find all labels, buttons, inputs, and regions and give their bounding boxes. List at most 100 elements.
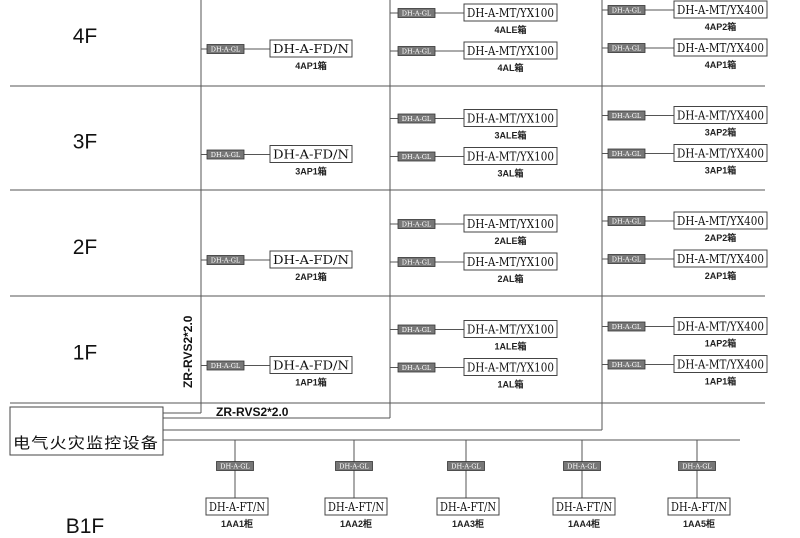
device-box: [463, 214, 558, 233]
device-name: 1AP2箱: [705, 338, 737, 349]
device-box: [269, 39, 353, 58]
device-name: 1AA5柜: [683, 518, 715, 529]
current-sensor-label: DH-A-GL: [402, 326, 432, 334]
device-box: [673, 355, 768, 373]
device-model: DH-A-MT/YX100: [467, 6, 554, 20]
current-sensor-label: DH-A-GL: [612, 255, 642, 263]
device-box: [205, 497, 269, 516]
device-name: 2AP1箱: [705, 270, 737, 281]
device-model: DH-A-MT/YX400: [677, 252, 764, 266]
current-sensor-label: DH-A-GL: [612, 323, 642, 331]
current-sensor-box: [607, 43, 646, 53]
device-model: DH-A-FD/N: [273, 253, 349, 267]
current-sensor-box: [397, 113, 436, 124]
current-sensor-box: [216, 461, 254, 471]
device-box: [673, 0, 768, 19]
device-name: 4AP2箱: [705, 21, 737, 32]
device-model: DH-A-MT/YX400: [677, 358, 764, 372]
device-name: 4AP1箱: [705, 59, 737, 70]
device-name: 1AA2柜: [340, 518, 372, 529]
device-name: 3AP1箱: [705, 165, 737, 176]
current-sensor-box: [563, 461, 601, 471]
device-name: 4ALE箱: [494, 24, 526, 35]
device-name: 3ALE箱: [494, 130, 526, 141]
device-model: DH-A-MT/YX400: [677, 3, 764, 17]
current-sensor-box: [397, 219, 436, 229]
current-sensor-box: [206, 255, 245, 265]
current-sensor-label: DH-A-GL: [451, 462, 481, 470]
device-name: 2AP1箱: [295, 271, 327, 282]
device-model: DH-A-FT/N: [671, 500, 727, 514]
device-name: 1AL箱: [497, 379, 523, 390]
device-box: [552, 497, 616, 516]
current-sensor-label: DH-A-GL: [612, 112, 642, 120]
controller-box: [9, 406, 164, 456]
device-box: [463, 320, 558, 338]
current-sensor-label: DH-A-GL: [612, 150, 642, 158]
current-sensor-label: DH-A-GL: [220, 462, 250, 470]
floor-label: 4F: [73, 25, 98, 48]
device-model: DH-A-MT/YX100: [467, 361, 554, 375]
device-model: DH-A-FT/N: [556, 500, 612, 514]
controller-label: 电气火灾监控设备: [13, 434, 159, 452]
current-sensor-box: [607, 254, 646, 264]
device-model: DH-A-MT/YX400: [677, 214, 764, 228]
device-box: [269, 356, 353, 374]
current-sensor-label: DH-A-GL: [402, 115, 432, 123]
device-box: [324, 497, 388, 516]
current-sensor-box: [335, 461, 373, 471]
current-sensor-box: [206, 149, 245, 160]
device-model: DH-A-MT/YX400: [677, 41, 764, 55]
current-sensor-box: [447, 461, 485, 471]
device-name: 1AA3柜: [452, 518, 484, 529]
device-box: [673, 106, 768, 124]
current-sensor-label: DH-A-GL: [211, 256, 241, 264]
floor-label: 3F: [73, 131, 98, 154]
device-name: 4AP1箱: [295, 60, 327, 71]
floor-label: 2F: [73, 236, 98, 259]
current-sensor-box: [607, 321, 646, 332]
device-model: DH-A-FD/N: [273, 42, 349, 56]
current-sensor-box: [607, 5, 646, 15]
device-box: [667, 497, 731, 516]
current-sensor-label: DH-A-GL: [402, 47, 432, 55]
current-sensor-label: DH-A-GL: [612, 361, 642, 369]
current-sensor-box: [678, 461, 716, 471]
current-sensor-label: DH-A-GL: [612, 44, 642, 52]
current-sensor-box: [397, 8, 436, 18]
device-model: DH-A-MT/YX100: [467, 217, 554, 231]
cable-label-vertical: ZR-RVS2*2.0: [181, 315, 195, 388]
device-box: [269, 250, 353, 269]
device-box: [463, 252, 558, 271]
current-sensor-label: DH-A-GL: [211, 45, 241, 53]
device-name: 1AP1箱: [295, 377, 327, 388]
device-name: 2ALE箱: [494, 235, 526, 246]
current-sensor-box: [607, 359, 646, 370]
device-name: 1AP1箱: [705, 376, 737, 387]
device-model: DH-A-FT/N: [440, 500, 496, 514]
device-box: [673, 317, 768, 335]
current-sensor-box: [607, 148, 646, 159]
device-name: 3AL箱: [497, 168, 523, 179]
current-sensor-box: [397, 324, 436, 335]
device-name: 1AA4柜: [568, 518, 600, 529]
current-sensor-box: [397, 46, 436, 56]
device-box: [463, 3, 558, 22]
device-name: 1ALE箱: [494, 341, 526, 352]
current-sensor-label: DH-A-GL: [402, 258, 432, 266]
current-sensor-box: [607, 216, 646, 226]
device-model: DH-A-MT/YX100: [467, 150, 554, 164]
current-sensor-label: DH-A-GL: [402, 364, 432, 372]
current-sensor-label: DH-A-GL: [402, 9, 432, 17]
current-sensor-box: [397, 257, 436, 267]
current-sensor-label: DH-A-GL: [402, 153, 432, 161]
current-sensor-label: DH-A-GL: [402, 220, 432, 228]
current-sensor-label: DH-A-GL: [567, 462, 597, 470]
device-box: [673, 211, 768, 230]
cable-label-horizontal: ZR-RVS2*2.0: [216, 405, 289, 419]
device-name: 3AP1箱: [295, 166, 327, 177]
current-sensor-label: DH-A-GL: [682, 462, 712, 470]
device-name: 4AL箱: [497, 62, 523, 73]
device-box: [673, 144, 768, 162]
